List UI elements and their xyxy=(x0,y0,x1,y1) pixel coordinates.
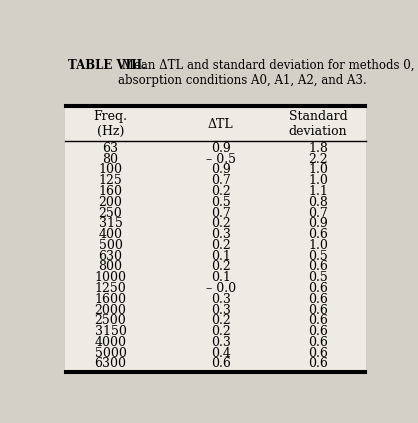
Text: 0.2: 0.2 xyxy=(211,314,231,327)
Text: 0.2: 0.2 xyxy=(211,261,231,273)
Text: 2.2: 2.2 xyxy=(308,153,328,166)
Text: 80: 80 xyxy=(102,153,119,166)
Text: 1000: 1000 xyxy=(94,271,127,284)
Text: Mean ΔTL and standard deviation for methods 0, 1, and 2 for
absorption condition: Mean ΔTL and standard deviation for meth… xyxy=(118,59,418,87)
Text: 0.6: 0.6 xyxy=(308,304,328,316)
Text: 4000: 4000 xyxy=(94,336,127,349)
Text: 0.6: 0.6 xyxy=(308,293,328,306)
Text: 0.1: 0.1 xyxy=(211,271,231,284)
Text: – 0.0: – 0.0 xyxy=(206,282,236,295)
Text: 0.6: 0.6 xyxy=(308,336,328,349)
Text: 0.2: 0.2 xyxy=(211,239,231,252)
Text: 0.6: 0.6 xyxy=(308,357,328,371)
Text: 0.3: 0.3 xyxy=(211,336,231,349)
Text: 0.6: 0.6 xyxy=(211,357,231,371)
Text: Standard
deviation: Standard deviation xyxy=(288,110,347,138)
Text: 0.6: 0.6 xyxy=(308,228,328,241)
Text: 1.1: 1.1 xyxy=(308,185,328,198)
Text: 315: 315 xyxy=(99,217,122,230)
Text: – 0.5: – 0.5 xyxy=(206,153,236,166)
Text: 0.4: 0.4 xyxy=(211,346,231,360)
Text: 160: 160 xyxy=(99,185,122,198)
Text: 63: 63 xyxy=(102,142,119,155)
Text: TABLE VIII.: TABLE VIII. xyxy=(69,59,147,72)
Text: 0.6: 0.6 xyxy=(308,314,328,327)
Text: 1.0: 1.0 xyxy=(308,239,328,252)
Text: 400: 400 xyxy=(99,228,122,241)
Text: 5000: 5000 xyxy=(94,346,127,360)
Text: 500: 500 xyxy=(99,239,122,252)
Text: 0.3: 0.3 xyxy=(211,293,231,306)
Text: 0.5: 0.5 xyxy=(308,271,328,284)
Text: 2000: 2000 xyxy=(94,304,127,316)
Bar xyxy=(65,104,367,373)
Text: 0.2: 0.2 xyxy=(211,217,231,230)
Text: 0.6: 0.6 xyxy=(308,282,328,295)
Text: 0.6: 0.6 xyxy=(308,346,328,360)
Text: 0.2: 0.2 xyxy=(211,185,231,198)
Text: 1.0: 1.0 xyxy=(308,174,328,187)
Text: 0.9: 0.9 xyxy=(211,163,231,176)
Text: 0.6: 0.6 xyxy=(308,261,328,273)
Text: Freq.
(Hz): Freq. (Hz) xyxy=(94,110,127,138)
Text: 0.7: 0.7 xyxy=(211,174,231,187)
Text: 0.7: 0.7 xyxy=(308,206,328,220)
Text: 0.8: 0.8 xyxy=(308,196,328,209)
Text: 250: 250 xyxy=(99,206,122,220)
Text: 0.9: 0.9 xyxy=(211,142,231,155)
Text: 0.3: 0.3 xyxy=(211,304,231,316)
Text: 3150: 3150 xyxy=(94,325,127,338)
Text: 1250: 1250 xyxy=(95,282,126,295)
Text: 0.6: 0.6 xyxy=(308,325,328,338)
Text: 6300: 6300 xyxy=(94,357,127,371)
Text: 1.8: 1.8 xyxy=(308,142,328,155)
Text: 2500: 2500 xyxy=(95,314,126,327)
Text: 0.5: 0.5 xyxy=(308,250,328,263)
Text: 0.7: 0.7 xyxy=(211,206,231,220)
Text: 0.3: 0.3 xyxy=(211,228,231,241)
Text: 0.1: 0.1 xyxy=(211,250,231,263)
Text: 1.0: 1.0 xyxy=(308,163,328,176)
Text: 200: 200 xyxy=(99,196,122,209)
Text: 100: 100 xyxy=(99,163,122,176)
Text: 125: 125 xyxy=(99,174,122,187)
Text: 0.5: 0.5 xyxy=(211,196,231,209)
Text: 630: 630 xyxy=(99,250,122,263)
Text: 0.2: 0.2 xyxy=(211,325,231,338)
Text: 1600: 1600 xyxy=(94,293,127,306)
Text: 0.9: 0.9 xyxy=(308,217,328,230)
Text: 800: 800 xyxy=(99,261,122,273)
Text: ΔTL: ΔTL xyxy=(208,118,234,131)
